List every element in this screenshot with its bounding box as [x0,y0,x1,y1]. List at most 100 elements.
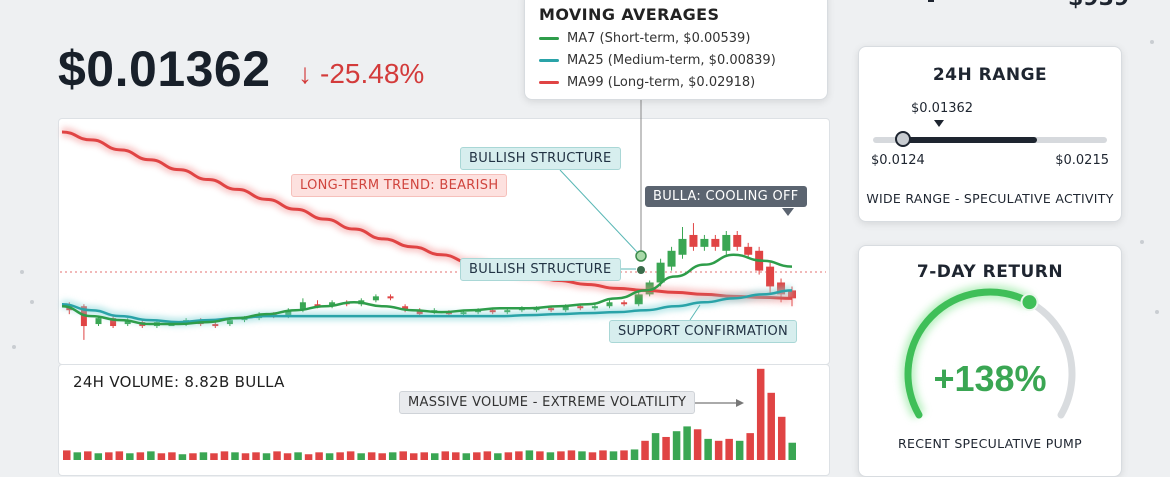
price-chart [60,98,826,460]
candle-body [711,238,720,247]
volume-bar [273,451,281,460]
range-thumb[interactable] [895,131,912,147]
top-right-fragment [928,0,934,2]
range-high-value: $0.0215 [1055,153,1109,168]
volume-bar [73,452,82,460]
volume-title: 24H VOLUME: 8.82B BULLA [73,373,285,391]
volume-bar [525,450,534,460]
legend-item-ma99: MA99 (Long-term, $0.02918) [539,75,755,90]
bullish-structure-label-top: BULLISH STRUCTURE [460,147,621,170]
volume-bar [157,453,166,460]
volume-bar [409,453,418,460]
volume-bar [567,450,576,460]
candle-body [329,302,336,307]
volume-bar [252,452,260,460]
volume-bar [431,453,439,460]
volume-bar [168,452,176,460]
candle [667,246,676,271]
candle [733,231,742,251]
volume-bar [630,449,639,460]
volume-bar [546,452,555,460]
arrow-down-icon: ↓ [298,58,312,89]
volume-bar [304,454,313,460]
volume-bar [105,452,113,460]
long-term-trend-label: LONG-TERM TREND: BEARISH [291,174,508,197]
volume-bar [536,451,544,460]
volume-bar [147,451,155,460]
range-card[interactable]: 24H RANGE $0.01362 $0.0124 $0.0215 WIDE … [858,46,1122,222]
background-dot [1150,40,1154,44]
candle [722,231,731,255]
volume-bar [735,440,744,460]
candle-body [299,302,306,311]
candle [711,234,720,251]
candle-body [678,238,687,255]
return-value: +138% [933,358,1047,399]
volume-bar [452,452,460,460]
volume-bar [357,453,365,460]
volume-bar [315,452,323,460]
background-dot [30,300,34,304]
volume-bar [683,426,691,460]
legend-item-ma25: MA25 (Medium-term, $0.00839) [539,53,776,68]
range-fill [903,137,1038,143]
price-change: ↓ -25.48% [298,58,424,90]
return-gauge [901,285,1076,419]
candle-body [606,302,613,307]
volume-bar [651,433,660,460]
candle-body [124,320,131,325]
candle-body [733,234,742,247]
volume-bar [578,451,586,460]
volume-bar [473,452,481,460]
volume-bar [588,452,597,460]
candle-body [744,246,753,255]
massive-volume-label: MASSIVE VOLUME - EXTREME VOLATILITY [399,391,696,414]
bullish-marker [635,250,647,262]
volume-bar [462,453,471,460]
legend-item-ma7: MA7 (Short-term, $0.00539) [539,31,750,46]
volume-bar [767,392,775,460]
volume-bar [420,452,428,460]
candle-body [766,266,775,287]
volume-bar [672,431,681,460]
current-price: $0.01362 [58,41,271,97]
volume-bar [388,452,397,460]
volume-bar [367,452,376,460]
volume-bar [346,451,355,460]
ma25-swatch [539,59,559,62]
candle-body [634,294,643,305]
candle [689,223,698,251]
range-note: WIDE RANGE - SPECULATIVE ACTIVITY [866,191,1114,206]
volume-bar [515,451,523,460]
volume-bar [441,451,450,460]
volume-bar [746,433,754,460]
volume-bar [399,451,407,460]
candle [372,294,379,303]
candle [387,294,394,301]
range-pointer-icon [934,120,944,127]
background-dot [12,345,16,349]
return-note: RECENT SPECULATIVE PUMP [898,436,1082,451]
candle-body [372,296,379,301]
volume-bar [714,440,723,460]
candle [700,234,709,251]
range-low-value: $0.0124 [871,153,925,168]
ma25-line [61,289,793,324]
volume-bar [283,453,292,460]
bullish-marker-mid [637,266,645,274]
volume-bar [693,429,702,460]
candle-body [667,250,676,267]
candle-body [577,306,584,309]
gauge-fill [904,288,1034,419]
bullish-connector [559,169,639,254]
massive-volume-arrowhead [736,399,744,407]
candle-body [656,262,665,283]
candle-body [95,318,102,325]
return-card[interactable]: 7-DAY RETURN +138% RECENT SPECULATIVE PU… [858,245,1122,477]
candle-body [387,296,394,299]
volume-bar [725,438,733,460]
volume-bar [662,436,670,460]
volume-bar [94,453,103,460]
candle-body [700,238,709,247]
range-card-title: 24H RANGE [932,65,1048,85]
